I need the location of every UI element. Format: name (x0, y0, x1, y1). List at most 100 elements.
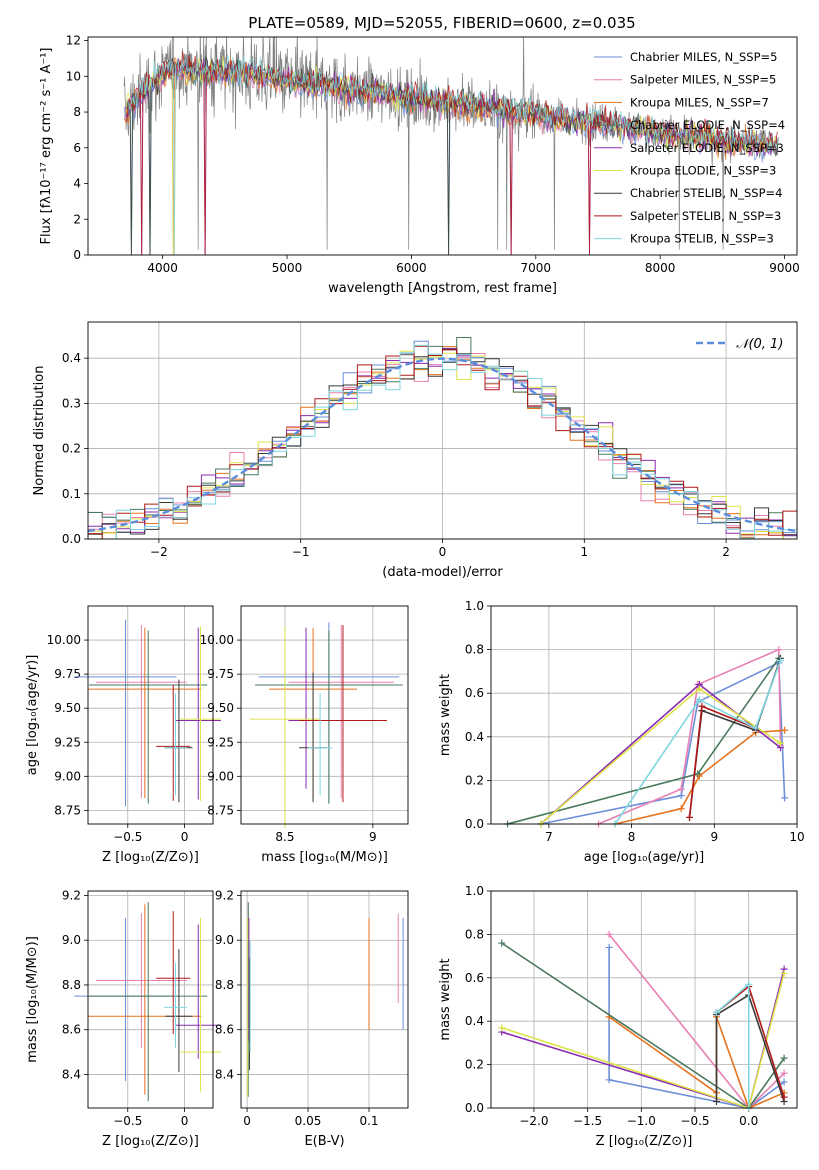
panel-residual-histogram: −2 −1 0 1 2 0.0 0.1 0.2 0.3 0.4 (data-model)/error… (32, 321, 798, 580)
legend-label: Kroupa MILES, N_SSP=7 (630, 95, 769, 109)
x-tick-label: 2 (722, 545, 730, 559)
legend-label: Salpeter MILES, N_SSP=5 (630, 73, 776, 87)
panel-age-vs-mass: 8.5 9 8.75 9.00 9.25 9.50 9.75 10.00 mass [log₁₀… (200, 605, 409, 865)
x-tick-label: 1 (580, 545, 588, 559)
x-tick-label: 0 (243, 1114, 251, 1128)
y-tick-label: 10.00 (200, 633, 234, 647)
y-tick-label: 1.0 (465, 884, 484, 898)
weight-marker (780, 1093, 788, 1101)
weight-marker (776, 739, 784, 747)
weight-marker (605, 930, 613, 938)
x-tick-label: 8 (628, 830, 636, 844)
weight-marker (775, 646, 783, 654)
x-tick-label: −1.0 (627, 1114, 656, 1128)
legend-label: Kroupa ELODIE, N_SSP=3 (630, 164, 776, 178)
y-axis-label: Normed distribution (32, 366, 47, 496)
y-tick-label: 10.00 (47, 633, 81, 647)
weight-marker (781, 794, 789, 802)
x-tick-label: 0 (181, 830, 189, 844)
x-axis-label: Z [log₁₀(Z/Z⊙)] (102, 1134, 199, 1149)
y-tick-label: 9.25 (54, 735, 81, 749)
x-tick-label: 0.0 (739, 1114, 758, 1128)
weight-marker (695, 685, 703, 693)
legend-label: 𝒩(0, 1) (736, 337, 783, 352)
x-tick-label: 8.5 (275, 830, 294, 844)
x-tick-label: −0.5 (113, 1114, 142, 1128)
y-tick-label: 9.25 (207, 735, 234, 749)
y-axis-label: mass weight (438, 958, 453, 1040)
y-axis-label: mass weight (438, 674, 453, 756)
weight-marker (752, 724, 760, 732)
y-tick-label: 0.2 (62, 442, 81, 456)
figure-title: PLATE=0589, MJD=52055, FIBERID=0600, z=0… (248, 14, 635, 32)
y-tick-label: 0.8 (465, 927, 484, 941)
y-tick-label: 0.6 (465, 971, 484, 985)
panel-mass-weight-vs-age: 7 8 9 10 0.0 0.2 0.4 0.6 0.8 1.0 age [log₁₀(age/yr… (438, 599, 805, 865)
model-spectrum-line (124, 58, 779, 255)
weight-marker (745, 980, 753, 988)
x-tick-label: 9 (369, 830, 377, 844)
weight-marker (677, 792, 685, 800)
y-tick-label: 8.6 (62, 1023, 81, 1037)
y-tick-label: 0.4 (465, 730, 484, 744)
y-tick-label: 9.2 (215, 888, 234, 902)
y-tick-label: 9.0 (62, 933, 81, 947)
x-axis-label: Z [log₁₀(Z/Z⊙)] (596, 1134, 693, 1149)
x-axis-label: (data-model)/error (382, 565, 503, 580)
x-tick-label: 0 (181, 1114, 189, 1128)
x-tick-label: 9 (710, 830, 718, 844)
weight-marker (776, 657, 784, 664)
x-tick-label: −2.0 (519, 1114, 548, 1128)
y-tick-label: 0.1 (62, 487, 81, 501)
y-tick-label: 0.0 (465, 817, 484, 831)
x-tick-label: 7 (545, 830, 553, 844)
legend-label: Kroupa STELIB, N_SSP=3 (630, 232, 774, 246)
y-axis-label: age [log₁₀(age/yr)] (25, 655, 40, 776)
y-tick-label: 9.50 (54, 701, 81, 715)
x-tick-label: 4000 (147, 261, 178, 275)
y-axis-label: mass [log₁₀(M/M⊙)] (25, 936, 40, 1063)
y-tick-label: 0.4 (62, 351, 81, 365)
weight-series-line (501, 942, 785, 1110)
y-tick-label: 9.75 (54, 667, 81, 681)
y-tick-label: 0.2 (465, 1058, 484, 1072)
y-tick-label: 9.50 (207, 701, 234, 715)
weight-marker (698, 702, 706, 710)
x-tick-label: −2 (150, 545, 168, 559)
weight-series-line (540, 683, 781, 825)
y-tick-label: 9.75 (207, 667, 234, 681)
axes-frame (87, 890, 214, 1109)
x-tick-label: −1 (292, 545, 310, 559)
y-tick-label: 9.00 (54, 769, 81, 783)
y-tick-label: 0.0 (62, 532, 81, 546)
x-tick-label: 7000 (521, 261, 552, 275)
y-tick-label: 4 (73, 177, 81, 191)
x-tick-label: −1.5 (573, 1114, 602, 1128)
histogram-series (88, 345, 797, 540)
weight-series-line (715, 993, 785, 1102)
y-tick-label: 0.8 (465, 643, 484, 657)
x-axis-label: mass [log₁₀(M/M⊙)] (261, 850, 388, 865)
x-axis-label: wavelength [Angstrom, rest frame] (328, 281, 557, 296)
y-tick-label: 0.4 (465, 1014, 484, 1028)
histogram-series (88, 347, 797, 537)
y-tick-label: 10 (66, 69, 81, 83)
x-axis-label: E(B-V) (304, 1134, 344, 1149)
weight-marker (677, 785, 685, 793)
weight-series-line (614, 660, 782, 825)
weight-marker (498, 1024, 506, 1032)
x-tick-label: 5000 (272, 261, 303, 275)
model-spectrum-line (123, 59, 779, 255)
y-tick-label: 6 (73, 141, 81, 155)
axes-frame (240, 605, 409, 825)
weight-marker (780, 1078, 788, 1086)
model-spectrum-line (126, 54, 778, 255)
panel-spectrum: 4000 5000 6000 7000 8000 9000 0 2 4 6 8 10 12 wavelen… (39, 34, 800, 296)
y-tick-label: 8 (73, 105, 81, 119)
x-tick-label: 0 (439, 545, 447, 559)
legend-label: Chabrier MILES, N_SSP=5 (630, 50, 777, 64)
weight-series-line (608, 947, 785, 1109)
y-tick-label: 8.75 (207, 803, 234, 817)
axes-frame (490, 605, 798, 825)
